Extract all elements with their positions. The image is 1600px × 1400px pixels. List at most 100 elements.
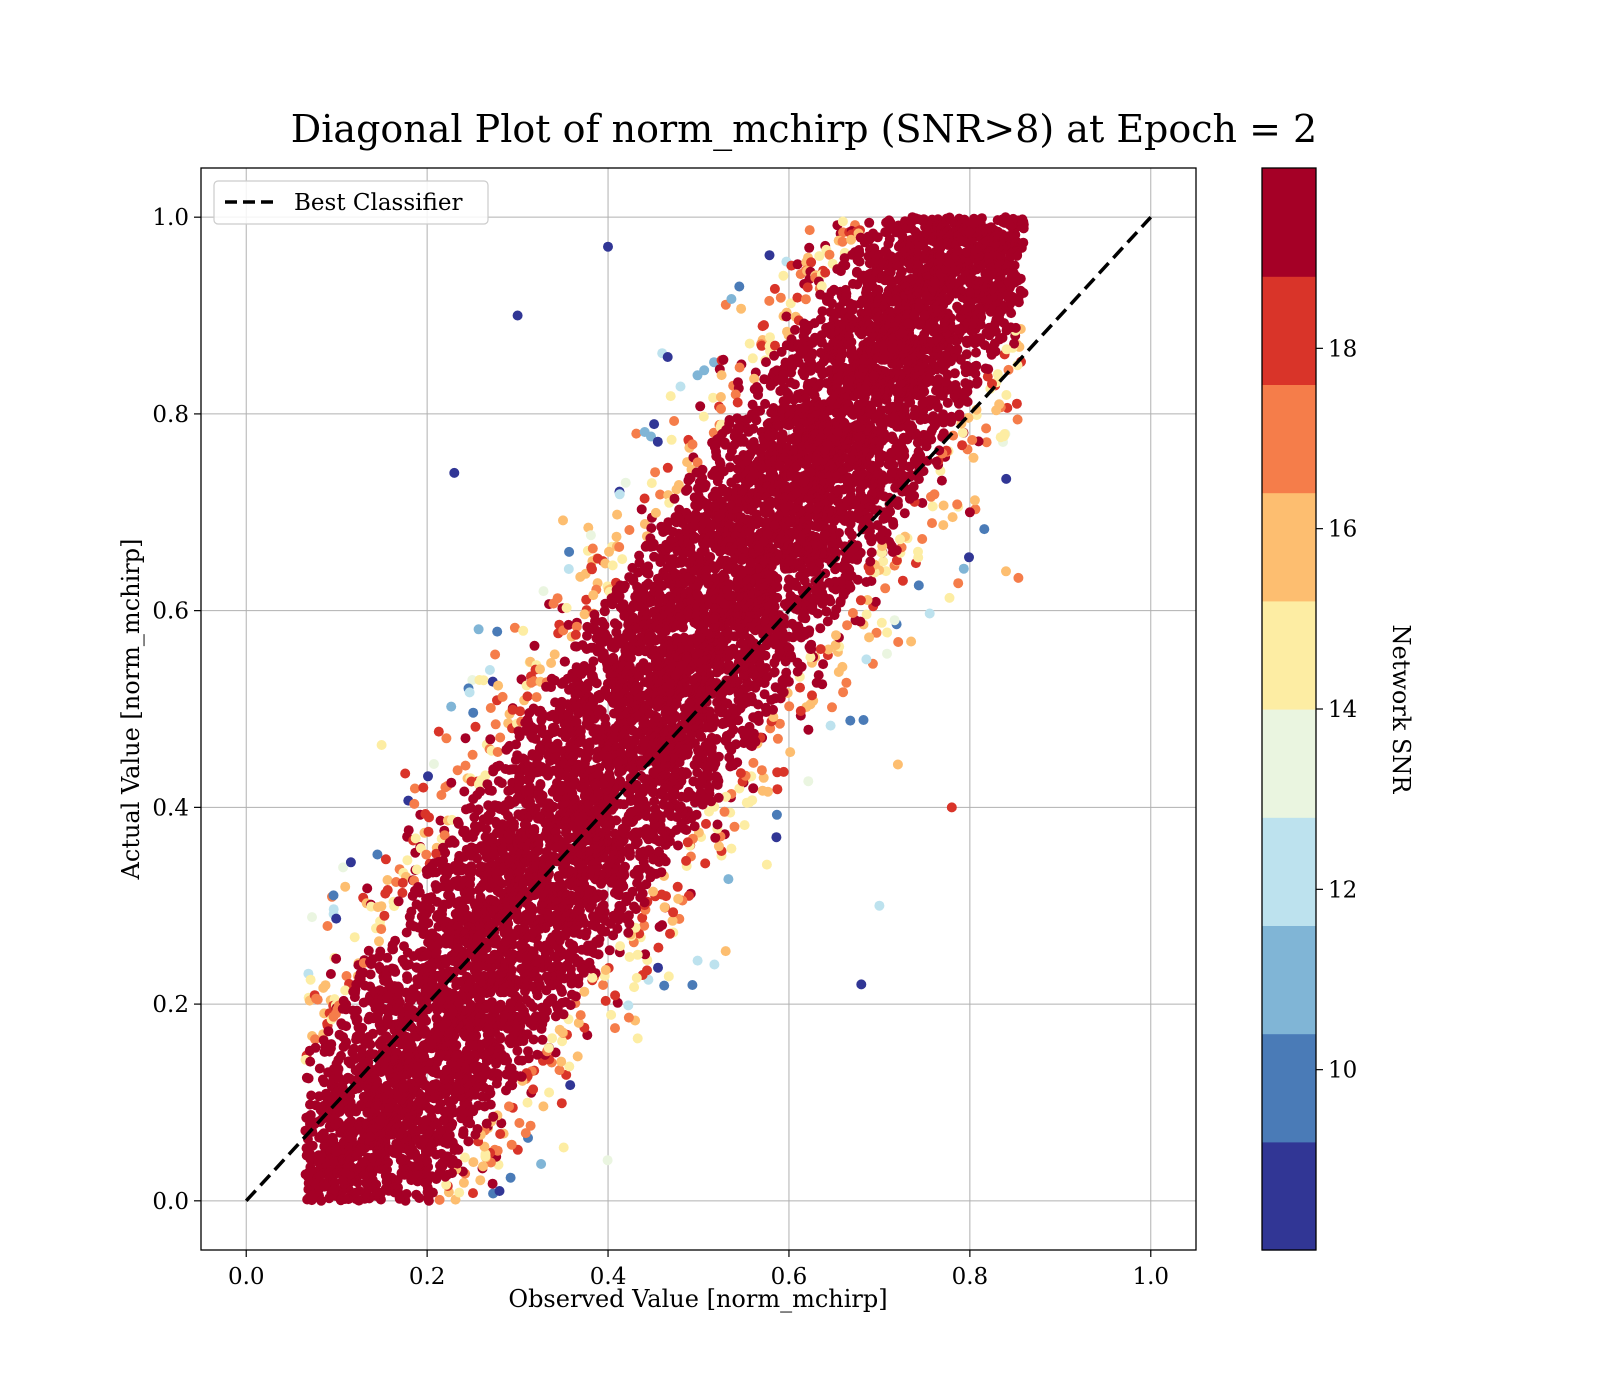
scatter-point — [504, 1034, 515, 1045]
scatter-point — [734, 424, 745, 435]
scatter-point — [600, 995, 611, 1006]
scatter-point — [870, 596, 881, 607]
scatter-point — [631, 428, 642, 439]
scatter-point — [617, 554, 628, 565]
scatter-point — [972, 376, 983, 387]
scatter-point — [328, 890, 339, 901]
scatter-point — [409, 798, 420, 809]
scatter-point — [523, 1046, 533, 1057]
scatter-point — [305, 1110, 316, 1120]
scatter-point — [858, 715, 869, 725]
scatter-point — [692, 955, 703, 966]
scatter-point — [790, 324, 800, 335]
scatter-point — [816, 281, 827, 292]
scatter-point — [761, 859, 772, 870]
scatter-point — [528, 1084, 539, 1095]
scatter-point — [485, 734, 496, 745]
scatter-point — [737, 725, 748, 736]
scatter-point — [411, 1189, 422, 1200]
scatter-point — [652, 436, 663, 447]
scatter-point — [730, 389, 741, 400]
scatter-point — [650, 507, 661, 518]
scatter-point — [588, 590, 599, 601]
scatter-point — [480, 1149, 491, 1159]
scatter-point — [511, 739, 521, 750]
scatter-point — [827, 702, 837, 713]
scatter-point — [550, 1011, 561, 1022]
scatter-point — [861, 654, 872, 665]
scatter-point — [795, 682, 805, 693]
scatter-point — [496, 1118, 507, 1129]
scatter-point — [421, 849, 432, 860]
scatter-point — [435, 1160, 445, 1171]
scatter-point — [480, 770, 491, 781]
scatter-point — [770, 682, 781, 693]
scatter-point — [886, 467, 897, 478]
scatter-point — [530, 733, 541, 744]
scatter-point — [390, 966, 401, 977]
scatter-point — [807, 690, 817, 701]
scatter-point — [599, 606, 610, 617]
scatter-point — [947, 512, 958, 523]
scatter-point — [816, 330, 827, 341]
scatter-point — [629, 901, 639, 912]
scatter-point — [463, 1136, 474, 1147]
scatter-point — [726, 843, 737, 854]
scatter-point — [697, 464, 708, 475]
scatter-point — [718, 354, 729, 365]
scatter-point — [620, 477, 631, 488]
scatter-point — [469, 812, 480, 823]
scatter-point — [470, 721, 481, 732]
scatter-point — [397, 877, 408, 888]
scatter-point — [640, 949, 651, 960]
scatter-point — [648, 886, 659, 897]
scatter-point — [710, 832, 721, 843]
scatter-point — [449, 837, 460, 848]
scatter-point — [610, 1023, 620, 1034]
scatter-point — [781, 311, 792, 322]
scatter-point — [768, 712, 779, 722]
scatter-point — [587, 564, 597, 575]
scatter-point — [747, 353, 758, 364]
scatter-point — [769, 283, 780, 294]
scatter-point — [676, 791, 687, 802]
scatter-point — [938, 500, 949, 511]
scatter-point — [654, 921, 665, 932]
scatter-point — [490, 649, 501, 660]
scatter-point — [409, 1169, 420, 1179]
scatter-point — [736, 303, 747, 314]
scatter-point — [411, 864, 422, 875]
scatter-point — [946, 411, 957, 422]
scatter-point — [524, 774, 535, 785]
scatter-point — [538, 586, 549, 597]
scatter-point — [960, 378, 971, 389]
scatter-point — [597, 901, 608, 912]
scatter-point — [855, 595, 866, 606]
scatter-point — [587, 972, 598, 983]
scatter-point — [837, 216, 848, 227]
scatter-point — [588, 911, 598, 922]
scatter-point — [721, 730, 732, 741]
scatter-point — [861, 577, 872, 587]
scatter-point — [938, 520, 949, 531]
scatter-point — [475, 1175, 486, 1186]
scatter-point — [492, 626, 503, 637]
scatter-point — [777, 375, 787, 386]
scatter-point — [725, 451, 736, 462]
scatter-point — [663, 517, 674, 528]
scatter-point — [692, 754, 703, 765]
scatter-point — [496, 778, 507, 789]
scatter-point — [795, 706, 806, 716]
scatter-point — [404, 911, 415, 922]
scatter-point — [979, 524, 990, 535]
scatter-point — [639, 920, 650, 931]
scatter-point — [515, 706, 526, 717]
scatter-point — [307, 912, 317, 923]
scatter-point — [766, 695, 777, 705]
scatter-point — [748, 783, 759, 794]
scatter-point — [770, 340, 780, 351]
scatter-point — [824, 249, 835, 260]
scatter-point — [475, 786, 486, 797]
scatter-point — [518, 625, 529, 636]
